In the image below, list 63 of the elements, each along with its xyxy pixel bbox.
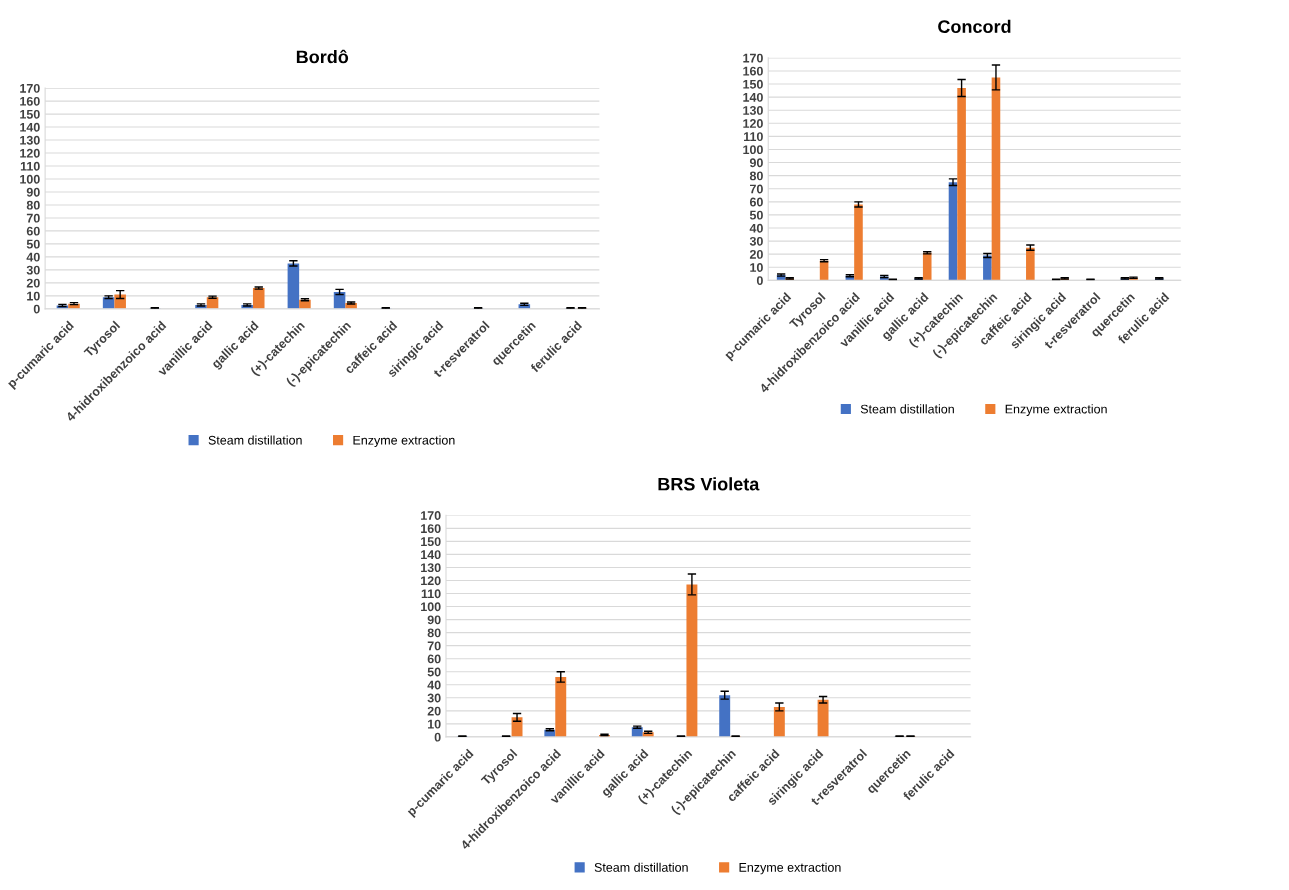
y-tick-label: 10 [750, 263, 763, 272]
y-tick-label: 120 [743, 119, 763, 128]
y-tick-label: 10 [428, 719, 441, 729]
y-tick-label: 70 [750, 184, 763, 194]
y-tick-label: 90 [26, 187, 40, 197]
y-tick-label: 80 [427, 628, 441, 638]
y-tick-label: 60 [749, 197, 763, 207]
legend-label: Enzyme extraction [353, 435, 455, 448]
chart-title: Concord [938, 19, 1011, 34]
legend-label: Steam distillation [594, 862, 688, 872]
y-tick-label: 140 [743, 92, 763, 102]
y-tick-label: 110 [744, 132, 763, 142]
y-tick-label: 0 [756, 276, 763, 285]
y-tick-label: 40 [427, 680, 441, 690]
y-tick-label: 140 [20, 122, 40, 132]
y-tick-label: 30 [26, 265, 40, 275]
y-tick-label: 50 [749, 210, 763, 220]
y-tick-label: 150 [20, 109, 40, 119]
y-tick-label: 70 [427, 641, 441, 651]
y-tick-label: 60 [427, 654, 441, 664]
y-tick-label: 0 [434, 732, 441, 742]
legend-label: Steam distillation [860, 404, 954, 414]
y-tick-label: 150 [743, 79, 763, 89]
legend-label: Steam distillation [208, 435, 302, 445]
y-tick-label: 170 [421, 511, 441, 520]
y-tick-label: 170 [743, 53, 763, 63]
y-tick-label: 130 [421, 563, 441, 573]
y-tick-label: 160 [20, 96, 40, 106]
legend-label: Enzyme extraction [1005, 404, 1107, 416]
y-tick-label: 120 [20, 148, 40, 158]
y-tick-label: 80 [749, 171, 763, 181]
y-tick-label: 50 [26, 239, 40, 249]
y-tick-label: 20 [26, 278, 40, 288]
y-tick-label: 90 [427, 615, 441, 625]
y-tick-label: 150 [421, 537, 441, 547]
chart-title: BRS Violeta [658, 477, 760, 491]
y-tick-label: 40 [749, 223, 763, 233]
y-tick-label: 100 [743, 145, 763, 155]
y-tick-label: 50 [427, 667, 441, 677]
y-tick-label: 10 [27, 291, 40, 301]
y-tick-label: 140 [421, 550, 441, 560]
y-tick-label: 170 [20, 83, 40, 93]
y-tick-label: 160 [421, 524, 441, 533]
y-tick-label: 80 [26, 200, 40, 210]
y-tick-label: 40 [26, 252, 40, 262]
y-tick-label: 130 [743, 106, 763, 115]
y-tick-label: 0 [33, 304, 40, 314]
y-tick-label: 130 [20, 135, 40, 145]
y-tick-label: 100 [421, 602, 441, 612]
y-tick-label: 100 [20, 174, 40, 184]
y-tick-label: 160 [743, 66, 763, 76]
y-tick-label: 70 [26, 213, 40, 223]
y-tick-label: 60 [26, 226, 40, 236]
y-tick-label: 120 [421, 576, 441, 586]
y-tick-label: 90 [749, 158, 763, 168]
y-tick-label: 30 [749, 236, 763, 246]
chart-title: Bordô [296, 49, 349, 64]
y-tick-label: 20 [749, 249, 763, 259]
y-tick-label: 30 [427, 693, 441, 703]
y-tick-label: 110 [20, 161, 40, 171]
y-tick-label: 110 [421, 589, 441, 599]
y-tick-label: 20 [427, 706, 441, 716]
legend-label: Enzyme extraction [739, 862, 841, 875]
